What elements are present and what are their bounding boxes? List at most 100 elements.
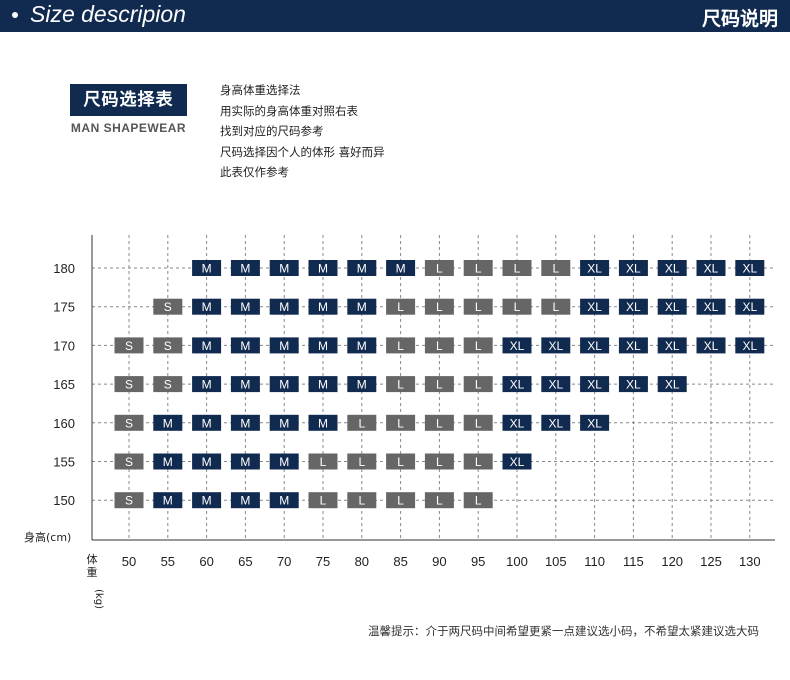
size-cell-m	[386, 260, 416, 276]
y-tick-label: 160	[53, 416, 75, 431]
size-cell-m	[153, 414, 183, 431]
size-cell-m	[269, 453, 299, 470]
size-cell-label: L	[475, 339, 482, 353]
size-cell-l	[424, 337, 454, 354]
size-cell-label: M	[202, 455, 212, 469]
size-cell-label: XL	[742, 262, 757, 276]
size-cell-l	[424, 414, 454, 431]
note-line: 找到对应的尺码参考	[220, 124, 324, 138]
x-tick-label: 65	[238, 554, 252, 569]
x-tick-label: 125	[700, 554, 722, 569]
x-axis-label-unit: (kg)	[93, 589, 104, 609]
size-cell-xl	[696, 337, 726, 354]
size-cell-l	[502, 298, 532, 315]
size-cell-m	[269, 414, 299, 431]
size-cell-label: XL	[548, 339, 563, 353]
size-cell-label: L	[436, 339, 443, 353]
y-axis-label: 身高(cm)	[24, 530, 71, 544]
size-cell-m	[230, 337, 260, 354]
size-cell-label: M	[318, 262, 328, 276]
size-cell-label: XL	[626, 300, 641, 314]
x-tick-label: 70	[277, 554, 291, 569]
size-cell-m	[269, 298, 299, 315]
size-cell-xl	[541, 337, 571, 354]
size-cell-label: S	[125, 416, 133, 430]
x-tick-label: 80	[355, 554, 369, 569]
size-cell-xl	[657, 376, 687, 393]
x-tick-label: 60	[199, 554, 213, 569]
size-cell-label: S	[164, 300, 172, 314]
size-cell-m	[347, 298, 377, 315]
size-cell-m	[153, 492, 183, 509]
x-tick-label: 120	[661, 554, 683, 569]
size-cell-label: M	[279, 262, 289, 276]
size-cell-label: L	[475, 494, 482, 508]
x-tick-label: 100	[506, 554, 528, 569]
size-cell-xl	[657, 337, 687, 354]
size-cell-label: XL	[742, 339, 757, 353]
size-cell-label: XL	[587, 262, 602, 276]
size-cell-xl	[541, 414, 571, 431]
size-cell-s	[114, 414, 144, 431]
size-cell-m	[192, 453, 222, 470]
size-cell-label: XL	[665, 378, 680, 392]
size-cell-label: S	[125, 494, 133, 508]
size-cell-label: M	[163, 455, 173, 469]
size-cell-m	[192, 337, 222, 354]
size-cell-label: XL	[587, 416, 602, 430]
size-cell-m	[192, 298, 222, 315]
size-cell-xl	[502, 376, 532, 393]
size-cell-label: M	[240, 262, 250, 276]
size-cell-m	[308, 260, 338, 276]
size-cell-label: M	[240, 416, 250, 430]
size-cell-label: M	[357, 300, 367, 314]
size-cell-l	[308, 453, 338, 470]
size-cell-label: M	[240, 339, 250, 353]
x-axis-label-char: 体	[87, 552, 98, 566]
size-cell-s	[114, 337, 144, 354]
size-cell-label: M	[279, 339, 289, 353]
size-cell-label: M	[357, 378, 367, 392]
size-cell-label: L	[358, 416, 365, 430]
size-cell-label: L	[397, 455, 404, 469]
x-tick-label: 55	[161, 554, 175, 569]
size-cell-label: L	[397, 300, 404, 314]
size-cell-l	[424, 298, 454, 315]
size-cell-label: L	[358, 494, 365, 508]
size-cell-l	[463, 298, 493, 315]
size-cell-l	[463, 337, 493, 354]
size-cell-m	[230, 414, 260, 431]
size-cell-s	[153, 298, 183, 315]
size-cell-l	[424, 453, 454, 470]
size-cell-l	[463, 414, 493, 431]
x-tick-label: 85	[393, 554, 407, 569]
y-tick-label: 165	[53, 377, 75, 392]
size-cell-label: L	[358, 455, 365, 469]
page-title-cn: 尺码说明	[701, 8, 778, 30]
size-cell-l	[424, 492, 454, 509]
size-cell-label: S	[125, 339, 133, 353]
size-cell-s	[153, 376, 183, 393]
x-tick-label: 105	[545, 554, 567, 569]
note-line: 用实际的身高体重对照右表	[220, 103, 358, 118]
size-cell-xl	[618, 337, 648, 354]
size-cell-m	[230, 453, 260, 470]
size-cell-label: M	[163, 494, 173, 508]
size-cell-label: M	[279, 494, 289, 508]
y-tick-label: 170	[53, 338, 75, 353]
size-cell-s	[114, 453, 144, 470]
size-cell-xl	[618, 298, 648, 315]
size-cell-label: M	[318, 300, 328, 314]
size-cell-l	[463, 260, 493, 276]
size-cell-m	[308, 298, 338, 315]
size-cell-m	[192, 414, 222, 431]
size-cell-label: XL	[665, 300, 680, 314]
size-cell-label: M	[318, 416, 328, 430]
size-cell-label: XL	[704, 300, 719, 314]
size-cell-xl	[735, 260, 765, 276]
size-cell-l	[386, 298, 416, 315]
size-cell-label: M	[279, 455, 289, 469]
size-cell-label: M	[202, 378, 212, 392]
size-cell-label: XL	[665, 262, 680, 276]
size-cell-xl	[580, 298, 610, 315]
